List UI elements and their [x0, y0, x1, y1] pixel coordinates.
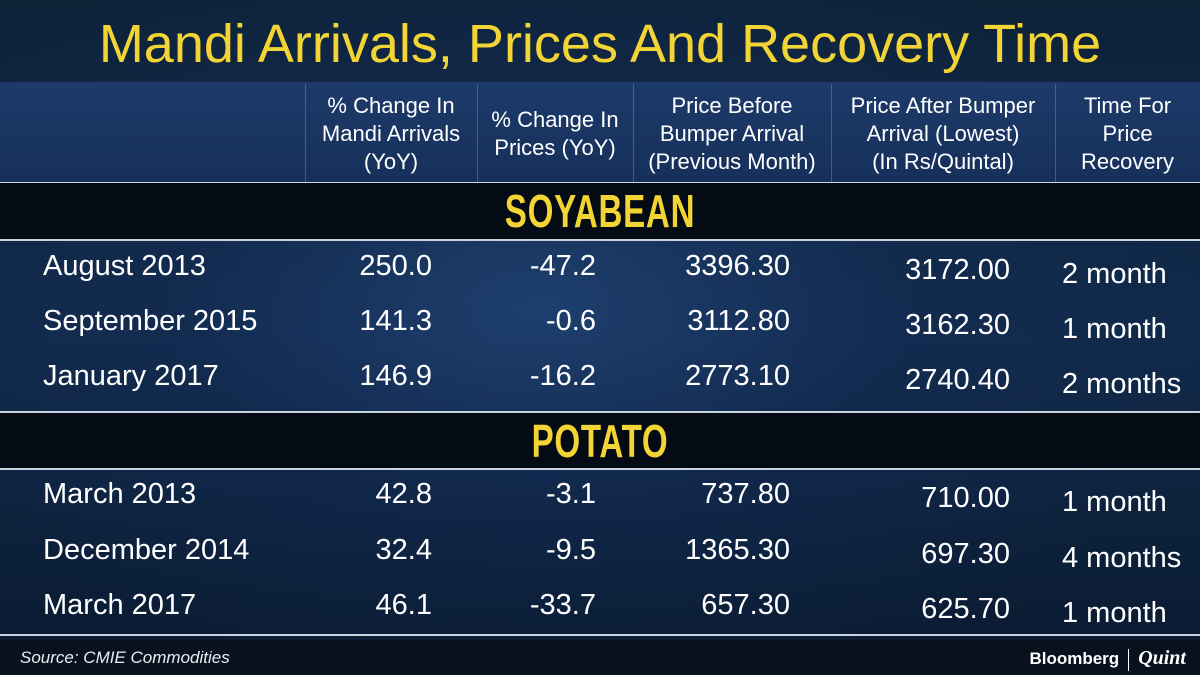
brand-separator — [1128, 648, 1130, 671]
column-header-line: Price Before — [671, 93, 793, 118]
price-change: -0.6 — [546, 305, 596, 337]
mandi-arrivals-change: 42.8 — [375, 478, 432, 510]
footer — [0, 640, 1200, 675]
section-divider — [0, 411, 1200, 413]
column-header-line: % Change In — [491, 107, 619, 132]
price-change: -9.5 — [546, 534, 596, 566]
column-separator — [305, 84, 306, 182]
column-header-line: (In Rs/Quintal) — [872, 149, 1014, 174]
column-separator — [477, 84, 478, 182]
column-header-line: (YoY) — [363, 149, 419, 174]
brand-quint: Quint — [1138, 647, 1186, 669]
section-divider — [0, 468, 1200, 470]
column-header-line: (Previous Month) — [648, 149, 816, 174]
price-before: 2773.10 — [685, 360, 790, 392]
column-header-line: % Change In — [327, 93, 455, 118]
price-change: -47.2 — [529, 250, 596, 282]
recovery-time: 2 month — [1062, 258, 1167, 290]
brand-logo: Bloomberg Quint — [1029, 643, 1186, 673]
column-header-line: Mandi Arrivals — [321, 121, 461, 146]
column-separator — [633, 84, 634, 182]
section-heading: SOYABEAN — [504, 185, 696, 237]
row-label: September 2015 — [43, 305, 258, 337]
row-label: March 2013 — [43, 478, 197, 510]
recovery-time: 1 month — [1062, 313, 1167, 345]
price-change: -3.1 — [546, 478, 596, 510]
price-after: 625.70 — [921, 593, 1010, 625]
column-header-line: Prices (YoY) — [494, 135, 616, 160]
column-header: Price After Bumper Arrival (Lowest) (In Rs… — [831, 92, 1055, 180]
price-before: 3396.30 — [685, 250, 790, 282]
row-label: January 2017 — [43, 360, 219, 392]
brand-bloomberg: Bloomberg — [1029, 649, 1120, 668]
column-header — [0, 92, 305, 180]
recovery-time: 2 months — [1062, 368, 1182, 400]
price-after: 2740.40 — [905, 364, 1010, 396]
recovery-time: 1 month — [1062, 486, 1167, 518]
column-header-line: Bumper Arrival — [659, 121, 805, 146]
price-after: 710.00 — [921, 482, 1010, 514]
price-before: 657.30 — [701, 589, 790, 621]
section-divider — [0, 239, 1200, 241]
price-change: -16.2 — [529, 360, 596, 392]
column-header: Price Before Bumper Arrival (Previous Mont… — [633, 92, 831, 180]
recovery-time: 1 month — [1062, 597, 1167, 629]
row-label: August 2013 — [43, 250, 206, 282]
column-separator — [1055, 84, 1056, 182]
price-before: 1365.30 — [685, 534, 790, 566]
price-before: 737.80 — [701, 478, 790, 510]
section-band — [0, 183, 1200, 239]
table-header-background — [0, 82, 1200, 182]
column-header-line: Arrival (Lowest) — [866, 121, 1020, 146]
column-header: % Change In Prices (YoY) — [477, 106, 633, 194]
price-change: -33.7 — [529, 589, 596, 621]
mandi-arrivals-change: 146.9 — [359, 360, 432, 392]
mandi-arrivals-change: 250.0 — [359, 250, 432, 282]
column-header-line: Recovery — [1081, 149, 1174, 174]
column-header-line: Time For — [1083, 93, 1172, 118]
section-heading: POTATO — [531, 415, 669, 467]
chart-title: Mandi Arrivals, Prices And Recovery Time — [98, 14, 1102, 74]
section-band — [0, 413, 1200, 469]
recovery-time: 4 months — [1062, 542, 1182, 574]
price-after: 3162.30 — [905, 309, 1010, 341]
row-label: December 2014 — [43, 534, 250, 566]
column-header: % Change In Mandi Arrivals (YoY) — [305, 92, 477, 180]
column-header-line: Price After Bumper — [850, 93, 1036, 118]
row-label: March 2017 — [43, 589, 197, 621]
source-note: Source: CMIE Commodities — [20, 648, 230, 667]
price-after: 697.30 — [921, 538, 1010, 570]
column-header-line: Price — [1102, 121, 1153, 146]
column-separator — [831, 84, 832, 182]
table-bottom-divider — [0, 634, 1200, 636]
mandi-arrivals-change: 46.1 — [375, 589, 432, 621]
price-before: 3112.80 — [687, 305, 790, 337]
price-after: 3172.00 — [905, 254, 1010, 286]
mandi-arrivals-change: 32.4 — [375, 534, 432, 566]
column-header: Time For Price Recovery — [1055, 92, 1200, 180]
mandi-arrivals-change: 141.3 — [359, 305, 432, 337]
